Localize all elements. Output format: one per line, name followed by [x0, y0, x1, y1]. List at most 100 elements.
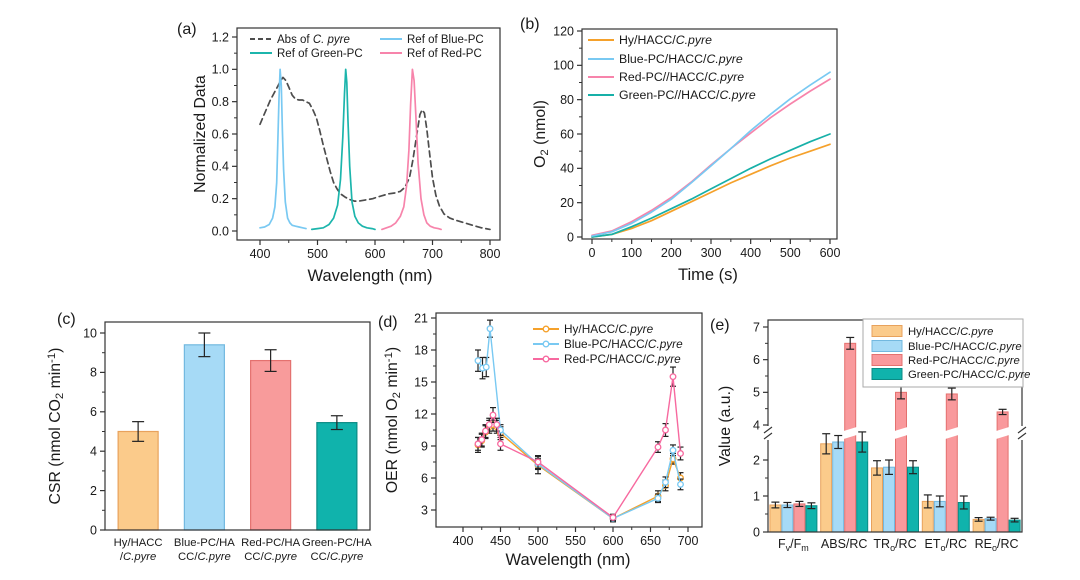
legend-label-hy-hacc-c-pyre: Hy/HACC/C.pyre [619, 33, 712, 47]
svg-text:500: 500 [780, 246, 801, 260]
panel-c-ylabel: CSR (nmol CO2 min-1) [46, 348, 66, 505]
panel-c-cat-1-line-1: CC/C.pyre [178, 551, 231, 563]
panel-c-cat-2-line-0: Red-PC/HA [241, 537, 300, 549]
svg-text:1: 1 [753, 489, 760, 503]
svg-text:700: 700 [422, 247, 443, 261]
svg-text:6: 6 [753, 353, 760, 367]
svg-text:15: 15 [414, 375, 428, 389]
svg-text:300: 300 [701, 246, 722, 260]
svg-text:0.8: 0.8 [212, 95, 229, 109]
panel-d-legend: Hy/HACC/C.pyreBlue-PC/HACC/C.pyreRed-PC/… [533, 322, 683, 366]
panel-e-bar-blue-pc-hacc-c-pyre-0 [781, 504, 794, 533]
svg-text:0: 0 [753, 525, 760, 539]
svg-text:80: 80 [560, 93, 574, 107]
panel-b-series-hy-hacc-c-pyre [591, 143, 831, 238]
svg-text:800: 800 [480, 247, 501, 261]
svg-text:500: 500 [528, 534, 549, 548]
panel-c-cat-2-line-1: CC/C.pyre [244, 551, 297, 563]
panel-a-ylabel: Normalized Data [192, 75, 209, 193]
svg-text:0.2: 0.2 [212, 192, 229, 206]
panel-b-xlabel: Time (s) [678, 266, 738, 284]
legend-label-abs-of-c-pyre: Abs of C. pyre [277, 34, 350, 46]
svg-text:450: 450 [490, 534, 511, 548]
legend-swatch-blue-pc-hacc-c-pyre [871, 340, 903, 352]
svg-text:6: 6 [421, 471, 428, 485]
panel-b-ylabel: O2 (nmol) [532, 100, 551, 168]
panel-b: 0 100 200 300 400 500 600 0 20 40 60 80 100 120 Time (… [520, 16, 840, 284]
panel-c-bar-2 [250, 359, 292, 531]
legend-label-blue-pc-hacc-c-pyre: Blue-PC/HACC/C.pyre [619, 52, 743, 66]
panel-e-bar-green-pc-hacc-c-pyre-0 [805, 505, 818, 533]
panel-e-bar-hy-hacc-c-pyre-2 [871, 467, 883, 533]
panel-c-cat-1-line-0: Blue-PC/HA [174, 537, 235, 549]
panel-e-bar-red-pc-hacc-c-pyre-2 [895, 391, 907, 533]
svg-text:10: 10 [83, 326, 97, 340]
svg-text:0: 0 [567, 230, 574, 244]
svg-text:4: 4 [753, 418, 760, 432]
plot-frame [435, 312, 703, 528]
panel-e-ylabel: Value (a.u.) [717, 386, 734, 467]
svg-text:18: 18 [414, 343, 428, 357]
legend-label-ref-of-green-pc: Ref of Green-PC [277, 48, 363, 60]
panel-a-series-ref-of-red-pc [381, 68, 442, 231]
panel-c: Hy/HACC/C.pyre Blue-PC/HA CC/C.pyre Red-PC/… [46, 311, 372, 563]
legend-label-green-pc-hacc-c-pyre: Green-PC//HACC/C.pyre [619, 88, 756, 102]
svg-text:500: 500 [307, 247, 328, 261]
panel-e-bar-blue-pc-hacc-c-pyre-1 [832, 441, 845, 533]
panel-e-cat-2: TRo/RC [873, 537, 916, 553]
legend-swatch-green-pc-hacc-c-pyre [871, 368, 903, 380]
axis-break-gap [843, 427, 857, 439]
panel-a-label: (a) [177, 21, 197, 38]
panel-a-legend: Abs of C. pyre Ref of Green-PC Ref of Blue… [250, 34, 484, 60]
svg-text:600: 600 [603, 534, 624, 548]
legend-label-ref-of-red-pc: Ref of Red-PC [407, 48, 482, 60]
panel-a-series-abs-of-c-pyre [259, 76, 491, 231]
legend-label-blue-pc-hacc-c-pyre: Blue-PC/HACC/C.pyre [564, 337, 683, 351]
svg-text:20: 20 [560, 196, 574, 210]
panel-a-series-ref-of-blue-pc [259, 68, 307, 230]
panel-c-cat-0-line-0: Hy/HACC [114, 537, 163, 549]
svg-text:400: 400 [453, 534, 474, 548]
panel-e-cat-4: REo/RC [975, 537, 1019, 553]
svg-text:550: 550 [565, 534, 586, 548]
legend-label-green-pc-hacc-c-pyre: Green-PC/HACC/C.pyre [908, 369, 1030, 381]
panel-e-bar-hy-hacc-c-pyre-1 [820, 443, 833, 533]
svg-text:100: 100 [621, 246, 642, 260]
panel-e-bar-red-pc-hacc-c-pyre-0 [793, 503, 806, 533]
legend-swatch-hy-hacc-c-pyre [871, 325, 903, 337]
panel-e-bar-green-pc-hacc-c-pyre-1 [856, 441, 869, 533]
svg-text:0: 0 [90, 523, 97, 537]
panel-d-label: (d) [378, 314, 398, 331]
panel-a: 400 500 600 700 800 0.0 0.2 0.4 0.6 0.8 1.0 1.2 Wave… [177, 21, 501, 285]
panel-e-label: (e) [710, 317, 730, 334]
panel-c-cat-3-line-1: CC/C.pyre [311, 551, 364, 563]
plot-frame [104, 321, 371, 531]
svg-text:0.6: 0.6 [212, 127, 229, 141]
legend-label-hy-hacc-c-pyre: Hy/HACC/C.pyre [564, 322, 654, 336]
panel-e-cat-3: ETo/RC [925, 537, 968, 553]
svg-text:5: 5 [753, 386, 760, 400]
panel-b-label: (b) [520, 16, 540, 33]
panel-c-label: (c) [57, 311, 76, 328]
panel-d-ylabel: OER (nmol O2 min-1) [383, 347, 403, 493]
legend-swatch-red-pc-hacc-c-pyre [871, 354, 903, 366]
svg-text:100: 100 [553, 59, 574, 73]
axis-break-gap [894, 427, 908, 439]
svg-text:400: 400 [740, 246, 761, 260]
panel-a-series-ref-of-green-pc [310, 68, 376, 231]
panel-b-legend: Hy/HACC/C.pyre Blue-PC/HACC/C.pyre Red-PC/… [588, 33, 756, 102]
panel-d-xlabel: Wavelength (nm) [505, 551, 630, 569]
svg-text:120: 120 [553, 24, 574, 38]
svg-text:21: 21 [414, 311, 428, 325]
svg-text:1.2: 1.2 [212, 30, 229, 44]
svg-text:0: 0 [589, 246, 596, 260]
svg-text:4: 4 [90, 445, 97, 459]
svg-text:0.0: 0.0 [212, 224, 229, 238]
axis-break-gap [945, 427, 959, 439]
panel-c-bar-1 [183, 344, 225, 531]
panel-e-cat-1: ABS/RC [821, 537, 868, 551]
svg-text:0.4: 0.4 [212, 160, 229, 174]
svg-text:600: 600 [365, 247, 386, 261]
